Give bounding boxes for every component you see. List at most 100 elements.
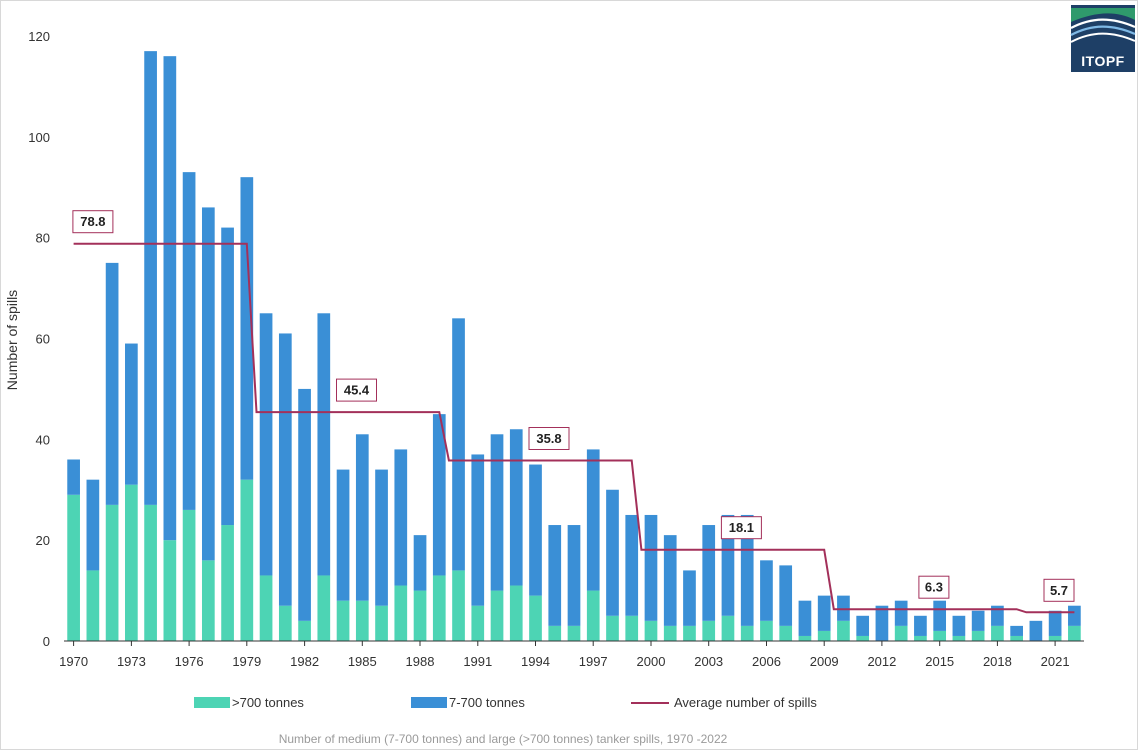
bar-large-2021 [1048, 635, 1062, 641]
average-label-value-2000: 18.1 [729, 520, 754, 535]
bar-medium-1975 [163, 56, 177, 541]
bar-medium-1977 [201, 207, 215, 561]
x-tick-label-2003: 2003 [694, 654, 723, 669]
bar-large-1971 [86, 570, 100, 641]
bar-medium-1988 [413, 535, 427, 591]
bar-medium-1990 [452, 318, 465, 571]
x-tick-label-1997: 1997 [579, 654, 608, 669]
bar-medium-2004 [721, 514, 735, 616]
logo-wave-3 [1070, 32, 1136, 43]
bar-large-2013 [894, 625, 908, 642]
bar-medium-1980 [259, 313, 273, 576]
bar-large-2002 [683, 625, 696, 642]
average-label-1980: 45.4 [336, 378, 377, 402]
bar-large-2000 [644, 620, 658, 641]
x-tick-label-1973: 1973 [117, 654, 146, 669]
bar-large-2017 [971, 630, 985, 641]
bar-medium-1997 [586, 449, 600, 591]
bar-large-1997 [586, 590, 600, 641]
bar-medium-1987 [394, 449, 408, 586]
bar-medium-2014 [914, 615, 927, 636]
average-label-box-2010 [918, 575, 950, 599]
bar-medium-2009 [817, 595, 831, 631]
bar-large-2016 [952, 635, 966, 641]
x-tick-label-2012: 2012 [867, 654, 896, 669]
bar-medium-1996 [567, 525, 581, 626]
bar-large-1991 [471, 605, 485, 641]
bar-medium-1973 [125, 343, 138, 485]
legend-swatch-large [194, 697, 230, 708]
bar-medium-2017 [971, 610, 985, 631]
bar-large-1996 [567, 625, 581, 642]
y-tick-label-120: 120 [28, 29, 50, 44]
bar-large-2008 [798, 635, 812, 641]
legend-label-average: Average number of spills [674, 695, 817, 710]
average-label-box-2020 [1043, 578, 1075, 602]
bar-large-2007 [779, 625, 793, 642]
bar-medium-2006 [760, 560, 773, 621]
average-label-2020: 5.7 [1043, 578, 1075, 602]
bar-medium-2020 [1029, 620, 1043, 641]
x-tick-label-2018: 2018 [983, 654, 1012, 669]
bars-group [67, 51, 1081, 642]
bar-medium-1986 [375, 469, 388, 606]
bar-large-2010 [837, 620, 850, 641]
bar-large-1995 [548, 625, 562, 642]
bar-medium-1985 [355, 434, 369, 601]
legend-swatch-medium [411, 697, 447, 708]
x-tick-label-2021: 2021 [1041, 654, 1070, 669]
bar-medium-1999 [625, 514, 639, 616]
bar-large-2005 [740, 625, 754, 642]
logo-wave-top [1071, 8, 1135, 22]
axis-group: 0 20 40 60 80 100 120 1970 1973 1976 1979 1982 1985 1… [28, 29, 1084, 669]
y-tick-label-0: 0 [43, 634, 50, 649]
y-tick-label-40: 40 [36, 432, 50, 447]
bar-medium-2021 [1048, 610, 1062, 636]
logo-wave-1 [1070, 18, 1136, 29]
bar-medium-2000 [644, 514, 658, 621]
x-tick-label-2000: 2000 [637, 654, 666, 669]
bar-medium-1982 [298, 388, 311, 621]
bar-large-1988 [413, 590, 427, 641]
bar-large-1992 [490, 590, 504, 641]
bar-medium-2008 [798, 600, 812, 636]
bar-large-1983 [317, 575, 331, 641]
x-tick-label-1988: 1988 [406, 654, 435, 669]
bar-large-2018 [991, 625, 1004, 642]
x-tick-label-1991: 1991 [463, 654, 492, 669]
bar-medium-2002 [683, 570, 696, 626]
average-label-box-1980 [336, 378, 377, 402]
bar-medium-2016 [952, 615, 966, 636]
bar-large-2014 [914, 635, 927, 641]
bar-large-2006 [760, 620, 773, 641]
bar-medium-1974 [144, 51, 157, 505]
logo-wave-2 [1070, 25, 1136, 36]
bar-medium-2007 [779, 565, 793, 626]
bar-large-2009 [817, 630, 831, 641]
bar-large-2022 [1068, 625, 1081, 642]
bar-large-2011 [856, 635, 870, 641]
bar-medium-1981 [278, 333, 292, 606]
x-tick-label-1985: 1985 [348, 654, 377, 669]
bar-medium-2003 [702, 525, 716, 621]
y-tick-label-100: 100 [28, 130, 50, 145]
bar-large-1993 [509, 585, 523, 641]
bar-medium-1979 [240, 177, 254, 480]
bar-medium-1989 [432, 414, 446, 576]
bar-medium-2019 [1010, 625, 1023, 636]
y-tick-label-60: 60 [36, 332, 50, 347]
logo-text: ITOPF [1081, 53, 1124, 69]
y-axis-title: Number of spills [4, 290, 20, 390]
bar-medium-1991 [471, 454, 485, 606]
average-label-value-1980: 45.4 [344, 383, 370, 398]
bar-large-1999 [625, 615, 639, 641]
average-label-value-1970: 78.8 [80, 214, 105, 229]
bar-large-1984 [336, 600, 350, 641]
x-tick-label-1976: 1976 [175, 654, 204, 669]
x-tick-label-2015: 2015 [925, 654, 954, 669]
bar-large-1994 [529, 595, 542, 642]
bar-large-2019 [1010, 635, 1023, 641]
bar-large-1982 [298, 620, 311, 641]
bar-large-1989 [432, 575, 446, 641]
